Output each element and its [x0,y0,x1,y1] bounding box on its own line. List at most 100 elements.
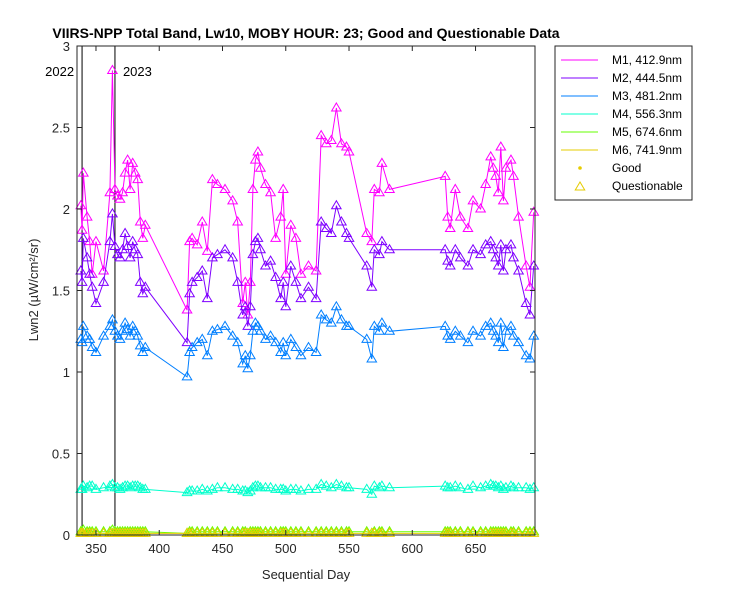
chart-title: VIIRS-NPP Total Band, Lw10, MOBY HOUR: 2… [52,25,559,41]
data-point [335,313,348,324]
data-point [290,483,302,493]
data-point [480,178,492,189]
data-point [495,141,507,151]
data-point [244,300,256,311]
data-point [366,488,378,498]
data-point [137,346,149,356]
data-point [442,211,454,221]
data-point [249,235,262,246]
data-point [127,320,139,330]
data-point [226,251,239,262]
data-point [183,287,196,298]
data-point [104,320,116,330]
data-point [383,243,396,254]
data-point [444,333,456,343]
data-point [325,481,337,492]
data-point [295,349,307,360]
data-point [242,320,254,330]
data-point [104,480,116,490]
data-point [86,341,98,352]
data-point [277,483,289,493]
legend-box [554,45,693,201]
data-point [127,235,139,246]
data-point [124,481,136,492]
data-point [90,346,102,356]
data-point [84,268,96,278]
data-point [467,243,479,254]
data-point [474,203,487,213]
data-point [492,260,504,270]
data-point [254,162,267,172]
data-point [439,320,451,330]
x-tick-label: 600 [401,541,423,556]
data-point [97,276,110,286]
legend-entry-label: M1, 412.9nm [612,53,682,67]
data-point [270,271,282,281]
data-point [512,211,525,221]
axes: 350 400 450 500 550 600 650 0 0.5 1 1.5 2 2.5 3 [52,39,536,556]
x-tick-label: 650 [465,541,487,556]
data-point [295,268,307,278]
data-point [497,341,509,352]
data-point [259,333,272,343]
data-point [254,325,267,335]
data-point [90,527,102,537]
data-point [132,248,144,259]
data-point [376,480,388,490]
data-point [181,486,193,497]
data-point [343,320,355,330]
data-point [500,243,512,254]
data-point [181,304,193,314]
series-line [80,70,535,315]
data-point [449,325,461,335]
data-point [467,480,479,490]
data-point [467,325,479,335]
data-point [211,481,224,492]
series-line [80,205,535,345]
data-point [310,346,322,356]
data-point [196,264,208,275]
data-point [277,276,289,286]
data-point [114,193,126,203]
data-point [330,199,342,210]
data-point [520,349,532,360]
data-point [340,227,353,237]
data-point [507,170,520,180]
data-point [211,178,224,189]
data-point [368,480,380,490]
data-point [252,320,264,330]
data-point [343,481,355,492]
data-point [376,235,388,246]
data-point [497,483,509,493]
data-point [512,264,525,275]
data-point [492,186,504,197]
data-point [277,336,289,347]
x-tick-label: 350 [85,541,107,556]
data-point [343,527,355,537]
data-point [495,238,507,249]
data-point [186,276,198,286]
data-point [315,308,327,319]
data-point [528,260,540,270]
data-point [124,251,136,262]
x-tick-label: 550 [338,541,360,556]
data-point [295,292,307,303]
data-point [315,216,327,226]
data-point [462,483,474,493]
data-point [252,480,264,490]
data-point [137,287,149,298]
data-point [139,281,151,291]
x-axis-label: Sequential Day [262,567,351,582]
data-point [325,134,337,145]
y-tick-label: 1 [63,365,70,380]
data-point [302,341,315,352]
data-point [264,481,277,492]
data-point [84,333,96,343]
data-point [183,235,196,246]
data-point [368,243,380,254]
data-point [280,268,292,278]
data-point [492,336,504,347]
data-point [186,232,198,242]
x-tick-label: 450 [212,541,234,556]
